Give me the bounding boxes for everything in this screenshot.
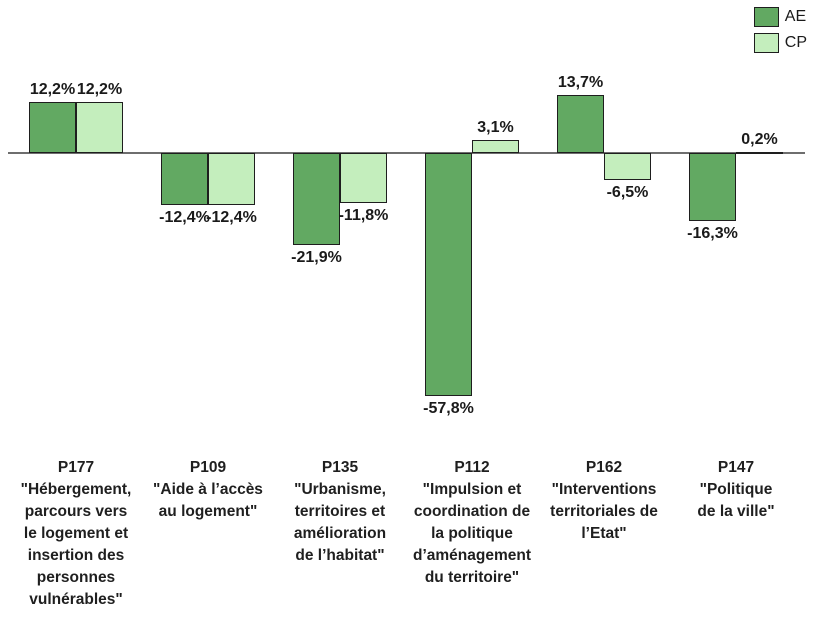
bar-ae-category-3: [293, 153, 340, 245]
category-label-4: P112 "Impulsion et coordination de la po…: [412, 459, 531, 586]
legend-swatch-cp: [753, 32, 779, 53]
legend-item-ae: AE: [753, 6, 807, 27]
legend-swatch-ae: [753, 6, 779, 27]
category-label-2: P109 "Aide à l’accès au logement": [153, 459, 263, 520]
category-label-6: P147 "Politique de la ville": [697, 459, 775, 520]
bar-cp-category-5: [604, 153, 651, 180]
bar-ae-category-6: [689, 153, 736, 221]
chart-legend: AE CP: [753, 6, 807, 58]
category-label-1: P177 "Hébergement, parcours vers le loge…: [20, 459, 132, 608]
category-label-3: P135 "Urbanisme, territoires et améliora…: [293, 459, 387, 564]
value-label-cp-category-1: 12,2%: [76, 81, 123, 98]
value-label-ae-category-3: -21,9%: [291, 249, 342, 266]
bar-ae-category-2: [161, 153, 208, 205]
legend-label-ae: AE: [784, 7, 807, 25]
bar-cp-category-3: [340, 153, 387, 203]
value-label-cp-category-5: -6,5%: [606, 184, 649, 201]
x-axis-line: [8, 152, 805, 154]
bar-ae-category-4: [425, 153, 472, 396]
value-label-ae-category-5: 13,7%: [557, 74, 604, 91]
value-label-ae-category-2: -12,4%: [159, 209, 210, 226]
value-label-ae-category-4: -57,8%: [423, 400, 474, 417]
bar-ae-category-5: [557, 95, 604, 153]
legend-label-cp: CP: [784, 33, 807, 51]
bar-cp-category-6: [736, 152, 783, 154]
bar-ae-category-1: [29, 102, 76, 153]
value-label-cp-category-3: -11,8%: [338, 207, 389, 224]
bar-cp-category-4: [472, 140, 519, 153]
value-label-cp-category-2: -12,4%: [206, 209, 257, 226]
value-label-ae-category-1: 12,2%: [29, 81, 76, 98]
legend-item-cp: CP: [753, 32, 807, 53]
value-label-ae-category-6: -16,3%: [687, 225, 738, 242]
value-label-cp-category-4: 3,1%: [477, 119, 514, 136]
bar-cp-category-1: [76, 102, 123, 153]
category-label-5: P162 "Interventions territoriales de l’E…: [550, 459, 658, 542]
value-label-cp-category-6: 0,2%: [741, 131, 778, 148]
bar-cp-category-2: [208, 153, 255, 205]
